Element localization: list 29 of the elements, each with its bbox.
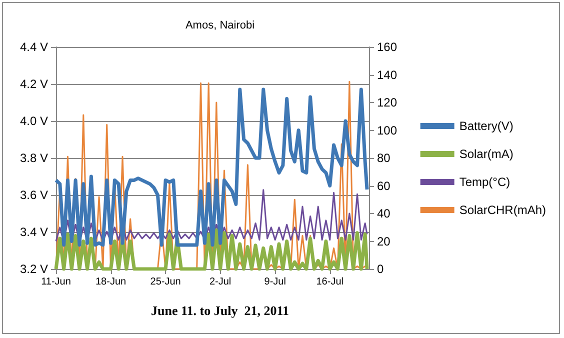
x-tick-label: 11-Jun: [41, 276, 71, 288]
x-tick-label: 18-Jun: [95, 276, 126, 288]
chart-title: Amos, Nairobi: [185, 20, 255, 32]
x-tick-label: 25-Jun: [150, 276, 181, 288]
y-tick-label: 3.4 V: [20, 225, 48, 239]
x-axis-title: June 11. to July 21, 2011: [151, 303, 289, 318]
legend-label: Temp(°C): [459, 175, 510, 189]
y-tick-label: 3.8 V: [20, 151, 48, 165]
y2-tick-label: 40: [377, 206, 391, 220]
y-tick-label: 4.2 V: [20, 77, 48, 91]
legend-label: Solar(mA): [459, 147, 514, 161]
y2-tick-label: 120: [377, 96, 398, 110]
x-tick-label: 9-Jul: [264, 276, 286, 288]
x-tick-label: 16-Jul: [316, 276, 344, 288]
y-tick-label: 3.2 V: [20, 262, 48, 276]
y2-tick-label: 160: [377, 40, 398, 54]
y2-tick-label: 60: [377, 178, 391, 193]
y-tick-label: 4.0 V: [20, 114, 48, 128]
y-tick-label: 4.4 V: [20, 40, 48, 54]
y2-tick-label: 100: [377, 123, 398, 138]
x-tick-label: 2-Jul: [209, 276, 232, 288]
line-series: [54, 228, 369, 271]
y2-tick-label: 0: [377, 262, 384, 276]
y-tick-label: 3.6 V: [20, 188, 48, 202]
y2-tick-label: 80: [377, 151, 391, 165]
y2-tick-label: 20: [377, 234, 391, 248]
legend-label: Battery(V): [459, 119, 514, 133]
legend-label: SolarCHR(mAh): [459, 203, 546, 217]
y2-tick-label: 140: [377, 68, 398, 82]
